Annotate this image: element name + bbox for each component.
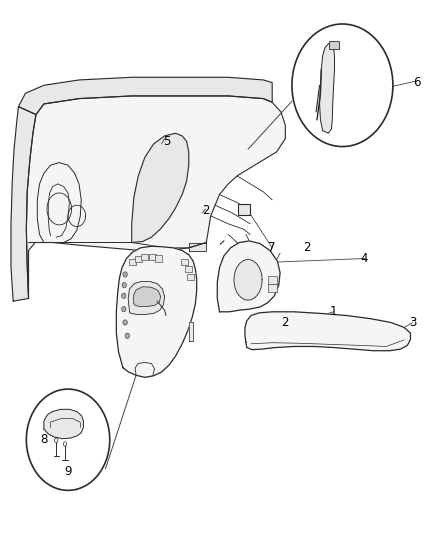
Bar [267,276,276,284]
Polygon shape [188,243,206,251]
Circle shape [123,272,127,277]
Circle shape [122,282,126,288]
Polygon shape [26,96,285,298]
Text: 6: 6 [412,76,420,89]
Bar [141,254,148,260]
Bar [267,284,276,292]
Circle shape [63,442,67,446]
Text: 9: 9 [64,465,72,478]
Circle shape [54,438,58,442]
Polygon shape [233,260,261,300]
Polygon shape [128,281,164,314]
Bar [129,259,136,265]
Circle shape [125,333,129,338]
Polygon shape [188,322,193,341]
Text: 2: 2 [281,316,289,329]
Polygon shape [18,77,272,115]
Text: 7: 7 [268,241,276,254]
Polygon shape [116,246,196,377]
Circle shape [26,389,110,490]
Circle shape [123,320,127,325]
Circle shape [121,306,126,312]
Text: 3: 3 [408,316,415,329]
Bar [148,254,155,260]
Text: 2: 2 [303,241,311,254]
Text: 2: 2 [202,204,210,217]
Text: 1: 1 [329,305,337,318]
Bar [328,41,338,49]
Circle shape [121,293,126,298]
Text: 5: 5 [163,135,170,148]
Bar [134,256,141,262]
Polygon shape [44,409,83,439]
Polygon shape [11,107,36,301]
Polygon shape [131,133,188,243]
Text: 8: 8 [40,433,47,446]
Bar [185,266,192,272]
FancyBboxPatch shape [238,204,249,215]
Polygon shape [319,44,334,133]
Polygon shape [244,312,410,351]
Circle shape [291,24,392,147]
Polygon shape [217,241,279,312]
Bar [155,255,162,262]
Polygon shape [133,287,160,306]
Text: 4: 4 [360,252,367,265]
Bar [180,259,187,265]
Bar [187,274,194,280]
